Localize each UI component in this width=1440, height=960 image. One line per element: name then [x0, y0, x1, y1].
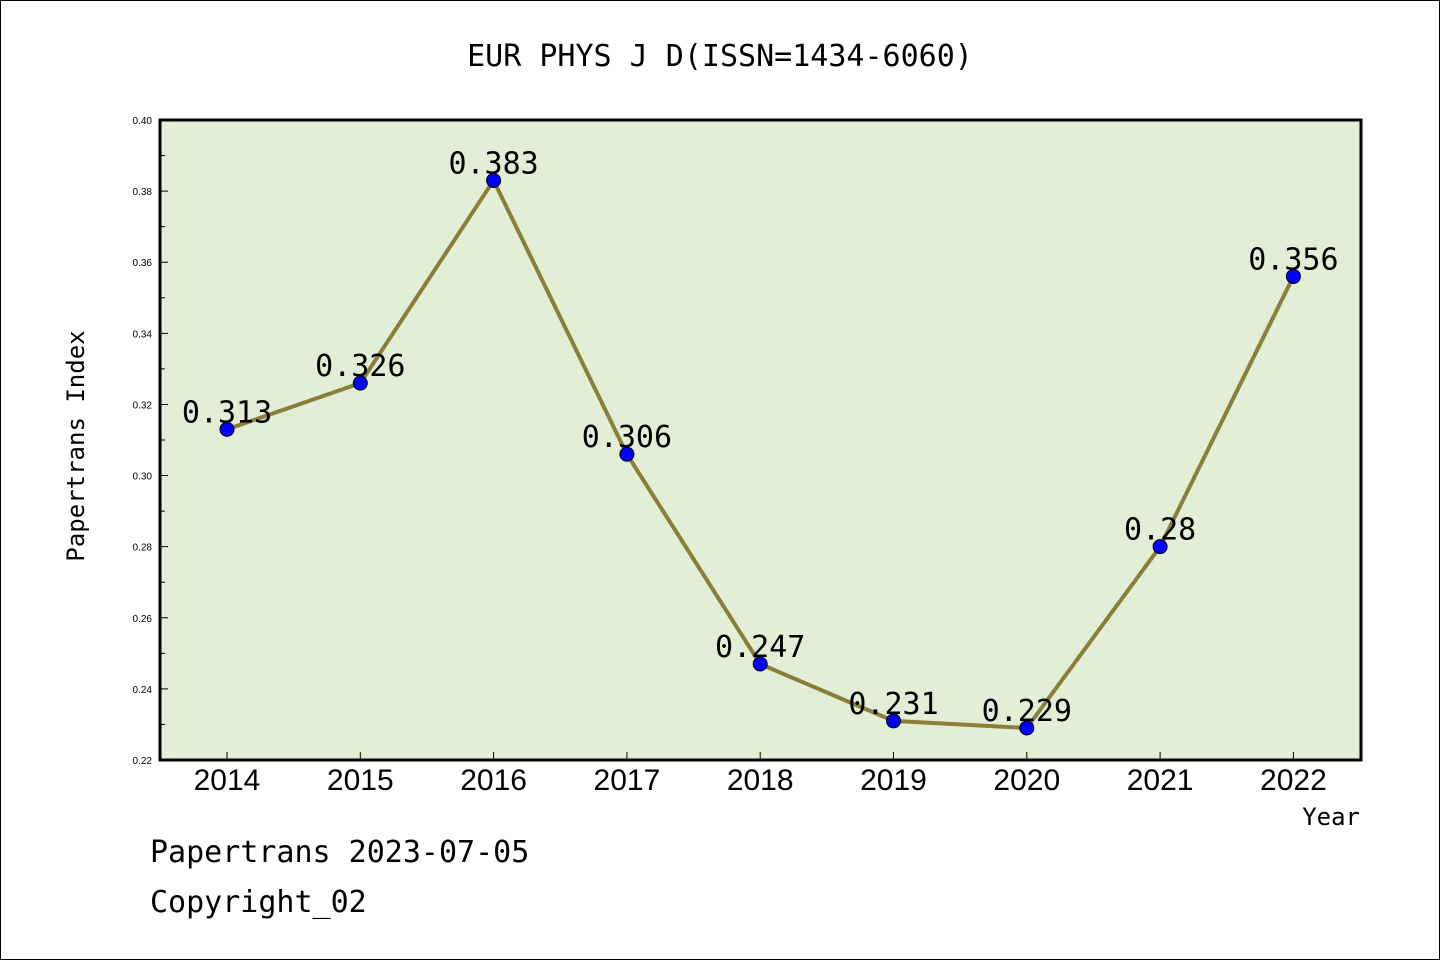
- data-point: [619, 446, 635, 462]
- data-label: 0.231: [848, 687, 938, 722]
- data-point: [219, 421, 235, 437]
- x-tick-label: 2017: [594, 764, 661, 797]
- y-tick-label: 0.26: [133, 614, 153, 625]
- y-axis-label: Papertrans Index: [62, 330, 90, 561]
- data-labels: 0.313 0.326 0.383 0.306 0.247 0.231 0.229 0.28 0…: [182, 146, 1339, 729]
- data-label: 0.247: [715, 630, 805, 665]
- data-points: [219, 172, 1301, 736]
- x-axis-label: Year: [1302, 803, 1360, 831]
- y-tick-label: 0.36: [133, 258, 153, 269]
- y-tick-label: 0.34: [133, 329, 153, 340]
- data-point: [1285, 268, 1301, 284]
- y-tick-label: 0.40: [133, 116, 153, 127]
- data-point: [886, 713, 901, 729]
- x-tick-label: 2014: [194, 764, 261, 797]
- x-tick-label: 2019: [860, 764, 927, 797]
- data-point: [752, 656, 768, 672]
- y-tick-label: 0.24: [133, 685, 153, 696]
- data-label: 0.383: [448, 146, 538, 181]
- x-tick-label: 2020: [993, 764, 1060, 797]
- data-label: 0.306: [582, 420, 672, 455]
- data-label: 0.356: [1248, 242, 1338, 277]
- y-tick-label: 0.38: [133, 187, 153, 198]
- data-label: 0.229: [982, 694, 1072, 729]
- data-point: [486, 172, 502, 188]
- data-point: [1152, 539, 1168, 555]
- x-tick-label: 2022: [1260, 764, 1327, 797]
- y-tick-label: 0.22: [133, 756, 153, 767]
- data-label: 0.313: [182, 395, 272, 430]
- plot-area: [158, 118, 1363, 762]
- x-tick-label: 2015: [327, 764, 394, 797]
- x-tick-label: 2016: [460, 764, 527, 797]
- x-axis: 2014 2015 2016 2017 2018 2019 2020 2021 2022: [194, 752, 1327, 797]
- data-label: 0.326: [315, 349, 405, 384]
- y-tick-label: 0.30: [133, 472, 153, 483]
- x-tick-label: 2018: [727, 764, 794, 797]
- y-axis: 0.22 0.24 0.26 0.28 0.30 0.32 0.34 0.36 0.38 0.40: [133, 116, 168, 767]
- data-label: 0.28: [1124, 513, 1196, 548]
- y-tick-label: 0.28: [133, 543, 153, 554]
- data-point: [352, 375, 368, 391]
- footer-copyright: Copyright_02: [150, 885, 367, 920]
- chart-title: EUR PHYS J D(ISSN=1434-6060): [467, 39, 973, 74]
- x-tick-label: 2021: [1127, 764, 1194, 797]
- y-tick-label: 0.32: [133, 400, 153, 411]
- footer-date: Papertrans 2023-07-05: [150, 835, 530, 870]
- data-point: [1019, 720, 1035, 736]
